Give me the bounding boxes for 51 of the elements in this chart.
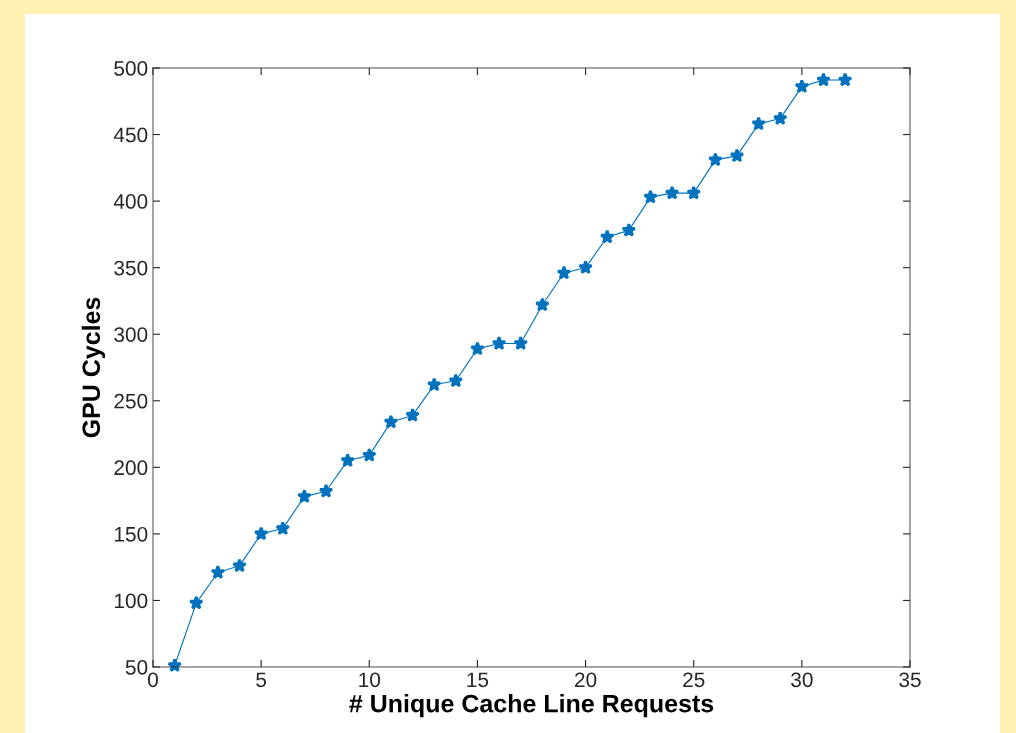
point <box>232 558 247 573</box>
x-tick-label: 30 <box>791 672 813 688</box>
point <box>426 377 442 392</box>
y-tick-label: 450 <box>113 127 148 143</box>
point <box>448 373 464 388</box>
point <box>729 148 745 163</box>
point <box>405 407 420 422</box>
y-tick-label: 150 <box>114 526 148 542</box>
point <box>794 79 810 94</box>
point <box>643 189 658 204</box>
y-tick-label: 350 <box>114 260 148 276</box>
point <box>599 229 615 244</box>
point <box>491 335 507 350</box>
point <box>816 72 831 87</box>
x-tick-label: 10 <box>359 672 381 688</box>
point <box>578 260 593 275</box>
x-axis-title: # Unique Cache Line Requests <box>349 694 714 718</box>
x-tick-label: 5 <box>256 672 267 688</box>
y-axis-title: GPU Cycles <box>81 297 106 438</box>
point <box>751 116 766 131</box>
point <box>383 414 399 429</box>
y-tick-label: 300 <box>114 327 148 342</box>
point <box>534 297 550 312</box>
point <box>253 526 269 541</box>
point <box>318 483 334 498</box>
point <box>361 447 377 462</box>
point <box>556 265 572 280</box>
point <box>470 341 485 356</box>
x-tick-label: 35 <box>899 672 921 688</box>
point <box>275 520 291 536</box>
point <box>772 110 788 126</box>
x-tick-label: 15 <box>467 672 489 688</box>
point <box>297 488 312 504</box>
point <box>837 72 853 87</box>
point <box>513 335 529 350</box>
x-tick-label: 0 <box>148 672 158 688</box>
point <box>708 152 723 167</box>
point <box>340 453 355 468</box>
y-tick-label: 100 <box>114 593 148 609</box>
y-tick-label: 50 <box>125 660 148 675</box>
y-tick-label: 400 <box>113 194 148 209</box>
x-tick-label: 20 <box>575 672 597 688</box>
y-tick-label: 250 <box>114 393 148 409</box>
point <box>210 564 226 579</box>
point <box>188 595 204 610</box>
y-tick-label: 500 <box>114 61 148 76</box>
y-tick-label: 200 <box>114 460 148 476</box>
point <box>621 222 637 237</box>
x-tick-label: 25 <box>683 672 705 688</box>
point <box>664 185 680 200</box>
point <box>686 185 702 200</box>
